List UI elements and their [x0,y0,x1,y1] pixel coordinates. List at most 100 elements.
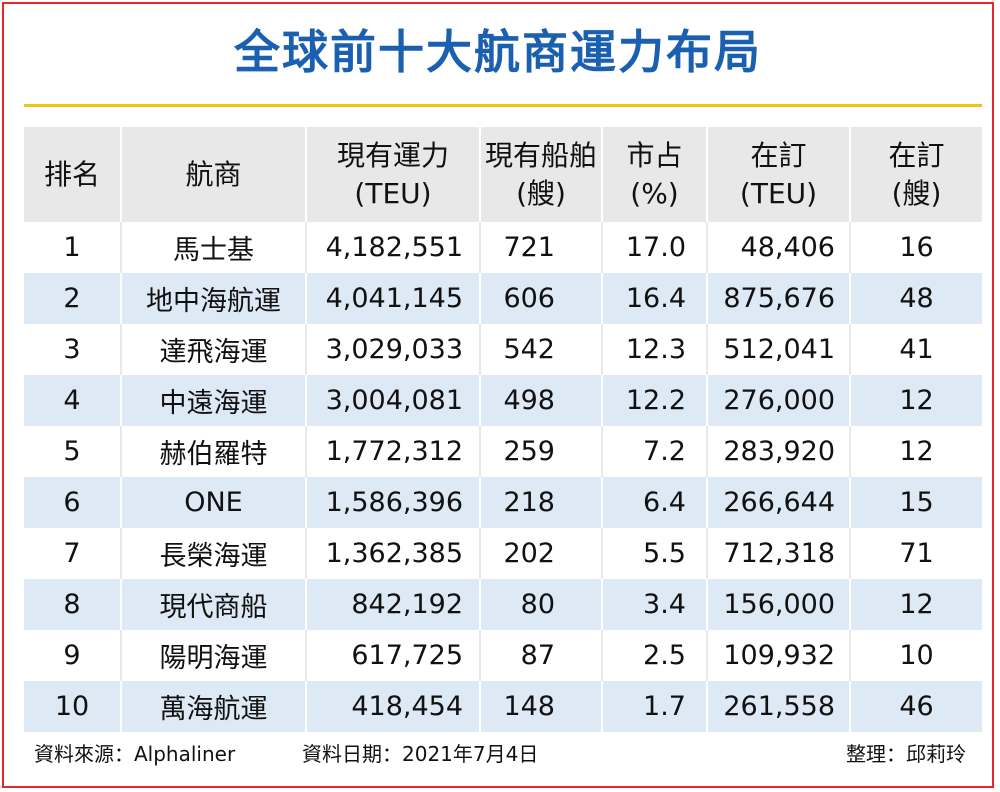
cell-rank: 6 [63,487,81,518]
table-header-row: 排名 航商 現有運力 (TEU) 現有船舶 (艘) 市占 (%) 在訂 (TEU) 在訂 (艘) [24,127,982,222]
chart-title: 全球前十大航商運力布局 [234,25,762,79]
header-carrier-label: 航商 [185,157,242,191]
cell-carrier: 達飛海運 [120,324,306,375]
cell-ships: 542 [479,324,602,375]
footer-date: 資料日期：2021年7月4日 [302,742,539,766]
cell-share: 2.5 [601,630,707,681]
cell-orderbook-ships: 12 [849,375,982,426]
cell-capacity: 418,454 [305,681,480,732]
cell-rank: 9 [63,640,81,671]
cell-orderbook-ships: 12 [849,579,982,630]
cell-orderbook-ships: 15 [849,477,982,528]
header-rank: 排名 [24,127,121,222]
table-row: 8 現代商船 842,192 80 3.4 156,000 12 [24,579,982,630]
table-row: 7 長榮海運 1,362,385 202 5.5 712,318 71 [24,528,982,579]
table-row: 2 地中海航運 4,041,145 606 16.4 875,676 48 [24,273,982,324]
cell-rank: 5 [63,436,81,467]
cell-ships: 202 [479,528,602,579]
table-row: 10 萬海航運 418,454 148 1.7 261,558 46 [24,681,982,732]
cell-rank: 7 [63,538,81,569]
table-row: 5 赫伯羅特 1,772,312 259 7.2 283,920 12 [24,426,982,477]
cell-capacity: 3,004,081 [305,375,480,426]
header-orderbook-ships-unit: (艘) [891,176,942,210]
cell-share: 5.5 [601,528,707,579]
header-orderbook-ships-label: 在訂 [888,138,945,172]
header-orderbook-teu: 在訂 (TEU) [706,127,850,222]
cell-rank: 1 [63,232,81,263]
cell-ships: 87 [479,630,602,681]
cell-capacity: 4,041,145 [305,273,480,324]
cell-orderbook-teu: 712,318 [706,528,850,579]
cell-orderbook-ships: 71 [849,528,982,579]
header-carrier: 航商 [120,127,306,222]
cell-share: 17.0 [601,222,707,273]
cell-orderbook-ships: 12 [849,426,982,477]
cell-rank: 3 [63,334,81,365]
cell-ships: 218 [479,477,602,528]
header-capacity-unit: (TEU) [354,176,432,210]
cell-rank: 2 [63,283,81,314]
cell-rank: 10 [54,691,90,722]
header-orderbook-teu-unit: (TEU) [739,176,818,210]
cell-orderbook-teu: 283,920 [706,426,850,477]
cell-ships: 606 [479,273,602,324]
cell-orderbook-ships: 48 [849,273,982,324]
cell-orderbook-teu: 48,406 [706,222,850,273]
table-row: 1 馬士基 4,182,551 721 17.0 48,406 16 [24,222,982,273]
table-row: 3 達飛海運 3,029,033 542 12.3 512,041 41 [24,324,982,375]
cell-ships: 498 [479,375,602,426]
cell-capacity: 3,029,033 [305,324,480,375]
header-share-unit: (%) [630,176,679,210]
cell-ships: 721 [479,222,602,273]
cell-share: 6.4 [601,477,707,528]
cell-rank: 8 [63,589,81,620]
header-capacity: 現有運力 (TEU) [305,127,480,222]
cell-orderbook-teu: 276,000 [706,375,850,426]
cell-orderbook-teu: 261,558 [706,681,850,732]
title-underline [24,104,982,107]
cell-capacity: 617,725 [305,630,480,681]
cell-carrier: 地中海航運 [120,273,306,324]
cell-carrier: 赫伯羅特 [120,426,306,477]
cell-capacity: 842,192 [305,579,480,630]
cell-carrier: 馬士基 [120,222,306,273]
cell-capacity: 1,586,396 [305,477,480,528]
cell-share: 16.4 [601,273,707,324]
cell-orderbook-teu: 875,676 [706,273,850,324]
cell-orderbook-teu: 266,644 [706,477,850,528]
cell-share: 7.2 [601,426,707,477]
cell-share: 3.4 [601,579,707,630]
cell-orderbook-ships: 10 [849,630,982,681]
header-orderbook-teu-label: 在訂 [750,138,807,172]
cell-ships: 259 [479,426,602,477]
header-capacity-label: 現有運力 [336,138,449,172]
cell-carrier: ONE [120,477,306,528]
cell-orderbook-ships: 46 [849,681,982,732]
cell-carrier: 中遠海運 [120,375,306,426]
header-share-label: 市占 [626,138,683,172]
table-row: 4 中遠海運 3,004,081 498 12.2 276,000 12 [24,375,982,426]
header-orderbook-ships: 在訂 (艘) [849,127,982,222]
table-row: 9 陽明海運 617,725 87 2.5 109,932 10 [24,630,982,681]
cell-orderbook-ships: 41 [849,324,982,375]
cell-share: 1.7 [601,681,707,732]
table-row: 6 ONE 1,586,396 218 6.4 266,644 15 [24,477,982,528]
header-ships-label: 現有船舶 [484,138,597,172]
cell-carrier: 萬海航運 [120,681,306,732]
cell-share: 12.3 [601,324,707,375]
header-ships: 現有船舶 (艘) [479,127,602,222]
cell-carrier: 陽明海運 [120,630,306,681]
header-share: 市占 (%) [601,127,707,222]
cell-share: 12.2 [601,375,707,426]
header-ships-unit: (艘) [516,176,566,210]
cell-carrier: 現代商船 [120,579,306,630]
footer-editor: 整理：邱莉玲 [846,742,966,766]
cell-rank: 4 [63,385,81,416]
header-rank-label: 排名 [43,157,100,191]
cell-orderbook-teu: 512,041 [706,324,850,375]
cell-ships: 148 [479,681,602,732]
cell-carrier: 長榮海運 [120,528,306,579]
cell-capacity: 1,362,385 [305,528,480,579]
cell-capacity: 4,182,551 [305,222,480,273]
